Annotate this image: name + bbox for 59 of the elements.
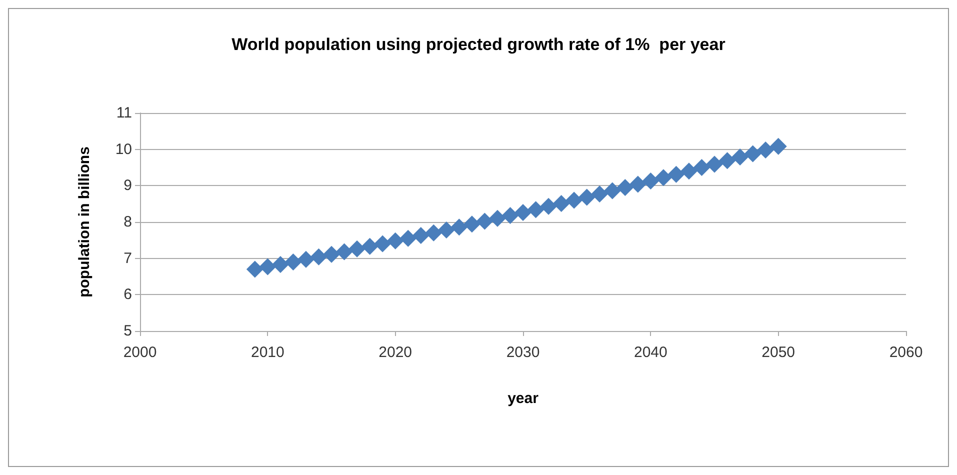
point — [654, 169, 672, 186]
y-tick-label: 6 — [124, 286, 132, 304]
point — [400, 230, 417, 247]
point — [361, 238, 378, 255]
y-tick-label: 9 — [124, 177, 132, 194]
point — [706, 156, 723, 173]
y-tick-label: 8 — [124, 214, 132, 230]
point — [757, 142, 774, 159]
point — [732, 148, 749, 166]
x-tick-label: 2000 — [123, 344, 157, 361]
point — [259, 258, 276, 276]
point — [476, 212, 494, 230]
point — [552, 194, 570, 212]
y-axis-title: population in billions — [76, 146, 93, 298]
point — [348, 240, 366, 258]
point — [540, 198, 558, 215]
point — [425, 224, 442, 242]
x-tick-label: 2030 — [506, 344, 540, 361]
point — [514, 204, 532, 222]
point — [386, 232, 404, 250]
point — [642, 172, 660, 190]
x-tick-label: 2060 — [889, 344, 923, 361]
x-tick-label: 2050 — [762, 344, 796, 361]
point — [310, 248, 328, 266]
point — [527, 201, 544, 218]
point — [284, 253, 302, 270]
x-tick-label: 2040 — [634, 344, 668, 361]
point — [718, 152, 736, 170]
point — [374, 235, 392, 252]
point — [336, 243, 353, 260]
chart-title: World population using projected growth rate of 1% per year — [232, 35, 726, 54]
x-tick-label: 2010 — [250, 344, 284, 361]
point — [591, 186, 608, 203]
x-tick-label: 2020 — [378, 344, 412, 361]
y-tick-label: 11 — [116, 104, 132, 122]
point — [502, 206, 519, 224]
point — [297, 250, 314, 268]
point — [412, 226, 430, 244]
point — [668, 166, 685, 183]
point — [744, 145, 762, 162]
point — [488, 210, 506, 227]
point — [629, 176, 646, 193]
point — [450, 218, 468, 236]
y-tick-label: 10 — [115, 140, 132, 158]
point — [616, 178, 634, 196]
point — [566, 192, 583, 209]
y-tick-label: 5 — [124, 322, 132, 340]
point — [693, 159, 710, 176]
point — [770, 138, 787, 155]
point — [604, 182, 621, 200]
point — [272, 256, 289, 274]
x-axis-title: year — [508, 390, 539, 407]
y-tick-label: 7 — [124, 250, 132, 267]
point — [323, 246, 340, 263]
point — [246, 260, 264, 278]
point — [680, 162, 698, 180]
point — [438, 221, 455, 238]
point — [578, 188, 596, 206]
point — [463, 216, 480, 233]
